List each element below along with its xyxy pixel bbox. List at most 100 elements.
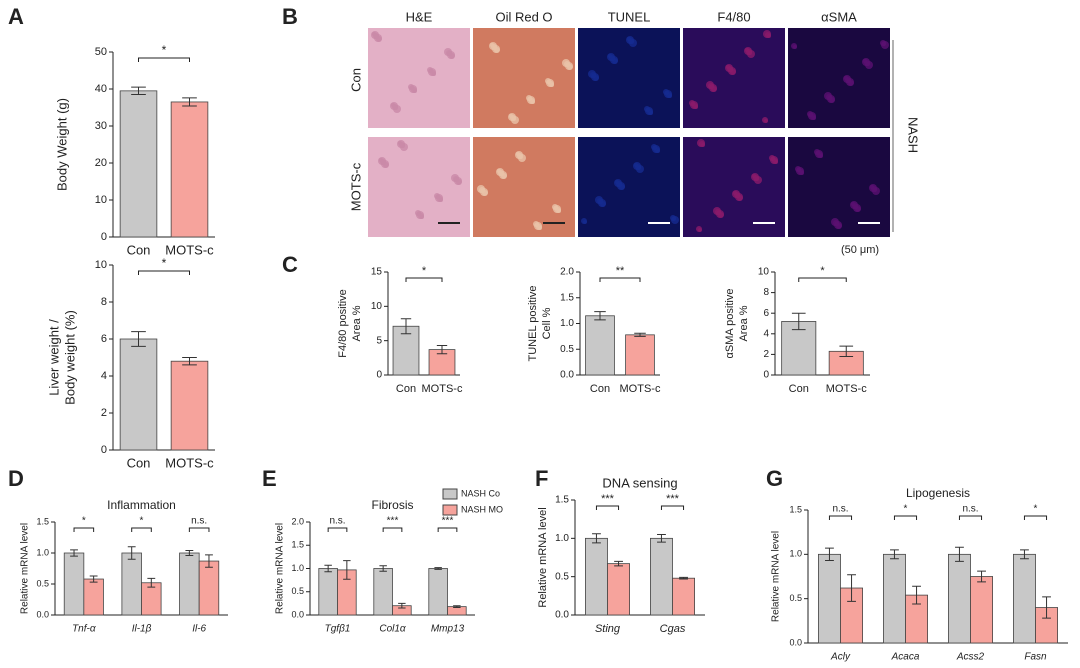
row-label: Con <box>348 68 363 92</box>
significance-bracket <box>828 515 853 520</box>
micrograph-detail <box>494 47 500 53</box>
error-bar <box>912 585 921 605</box>
bar <box>170 101 209 238</box>
y-tick-label: 1.5 <box>789 504 802 514</box>
y-tick-label: 8 <box>101 296 107 308</box>
micrograph-detail <box>774 160 778 164</box>
micrograph-detail <box>718 212 724 218</box>
bar <box>970 576 994 644</box>
y-tick-label: 0.0 <box>789 637 802 647</box>
y-tick-label: 2.0 <box>291 516 304 526</box>
error-bar <box>594 311 606 321</box>
y-tick-label: 1.0 <box>36 547 49 557</box>
y-tick-label: 5 <box>376 335 382 346</box>
micrograph-detail <box>400 143 408 151</box>
x-tick-label: Con <box>396 383 416 395</box>
micrograph-detail <box>829 97 835 103</box>
column-label: H&E <box>406 9 433 24</box>
y-tick-label: 2.0 <box>560 267 574 278</box>
histology-panel: H&E Oil Red O TUNEL F4/80 αSMA Con MOTS-… <box>348 9 920 255</box>
x-tick-label: MOTS-c <box>165 455 214 470</box>
x-tick-label: Acaca <box>891 652 920 663</box>
bar <box>198 560 220 616</box>
bar <box>1013 553 1036 644</box>
micrograph <box>368 28 470 128</box>
chart: 0 2 4 6 8 10 Liver weight / Body weight (%) * Con… <box>46 256 215 470</box>
micrograph-detail <box>855 206 861 212</box>
significance-label: *** <box>442 516 454 527</box>
significance-label: *** <box>601 493 615 505</box>
y-tick-label: 10 <box>371 301 383 312</box>
x-tick-label: Sting <box>595 623 621 635</box>
micrograph-detail <box>456 179 462 185</box>
micrograph-detail <box>730 69 736 75</box>
bar <box>83 578 104 616</box>
error-bar <box>825 547 834 562</box>
significance-label: * <box>422 265 427 277</box>
bar <box>781 321 817 376</box>
error-bar <box>592 533 601 544</box>
chart-title: Inflammation <box>107 498 176 512</box>
error-bar <box>343 560 351 580</box>
micrograph-detail <box>881 41 889 49</box>
x-tick-label: MOTS-c <box>165 242 214 257</box>
micrograph-detail <box>754 176 762 184</box>
bar <box>170 360 209 451</box>
error-bar <box>185 550 194 556</box>
error-bar <box>379 565 387 572</box>
micrograph-detail <box>836 223 842 229</box>
micrograph-detail <box>872 187 880 195</box>
panel-label: D <box>8 466 24 491</box>
y-tick-label: 4 <box>101 370 107 382</box>
significance-label: * <box>1034 504 1038 515</box>
error-bar <box>679 576 688 580</box>
significance-label: * <box>904 504 908 515</box>
y-axis-label: Liver weight / <box>46 319 61 396</box>
y-tick-label: 2 <box>101 407 107 419</box>
y-tick-label: 10 <box>95 259 107 271</box>
y-tick-label: 0.5 <box>36 578 49 588</box>
error-bar <box>70 549 78 557</box>
group-label: NASH <box>906 117 921 153</box>
x-tick-label: MOTS-c <box>620 383 661 395</box>
y-tick-label: 8 <box>763 287 769 298</box>
y-tick-label: 0.0 <box>555 610 569 621</box>
micrograph-detail <box>819 154 823 158</box>
bar <box>373 568 393 616</box>
significance-bracket <box>1023 515 1048 520</box>
x-tick-label: MOTS-c <box>826 383 867 395</box>
micrograph-detail <box>567 64 573 70</box>
panel-label: C <box>282 252 298 277</box>
significance-bracket <box>958 515 983 520</box>
micrograph-detail <box>600 201 606 207</box>
y-axis-label: Relative mRNA level <box>20 523 31 614</box>
y-tick-label: 0.5 <box>291 586 304 596</box>
y-tick-label: 4 <box>763 328 769 339</box>
error-bar <box>147 577 156 588</box>
panel-label: F <box>535 466 548 491</box>
error-bar <box>205 554 213 568</box>
significance-label: n.s. <box>329 516 345 527</box>
scale-label: (50 μm) <box>841 244 879 256</box>
micrograph-detail <box>439 198 443 202</box>
micrograph-detail <box>593 75 599 81</box>
x-tick-label: Cgas <box>660 623 686 635</box>
x-tick-label: Tgfβ1 <box>325 624 351 635</box>
micrograph-detail <box>848 80 854 86</box>
micrograph-detail <box>557 209 561 213</box>
y-tick-label: 6 <box>763 308 769 319</box>
y-axis-label: Body weight (%) <box>62 310 77 405</box>
y-axis-label: Relative mRNA level <box>537 507 549 607</box>
legend-swatch <box>442 504 458 516</box>
y-tick-label: 1.0 <box>291 563 304 573</box>
error-bar <box>436 344 448 355</box>
micrograph-detail <box>583 220 587 224</box>
micrograph-detail <box>671 216 679 224</box>
micrograph-detail <box>812 116 816 120</box>
micrograph-detail <box>432 72 436 76</box>
y-tick-label: 10 <box>758 267 770 278</box>
significance-label: *** <box>666 493 680 505</box>
x-tick-label: Tnf-α <box>72 624 96 635</box>
micrograph-detail <box>747 50 755 58</box>
y-tick-label: 0.5 <box>560 344 574 355</box>
